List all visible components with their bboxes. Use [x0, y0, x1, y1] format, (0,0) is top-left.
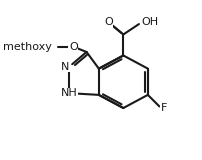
- Text: O: O: [69, 42, 77, 52]
- Text: F: F: [160, 103, 166, 113]
- Text: N: N: [60, 62, 69, 72]
- Text: O: O: [104, 17, 112, 27]
- Text: OH: OH: [141, 17, 158, 27]
- Text: methoxy: methoxy: [3, 42, 51, 52]
- Text: NH: NH: [60, 88, 77, 98]
